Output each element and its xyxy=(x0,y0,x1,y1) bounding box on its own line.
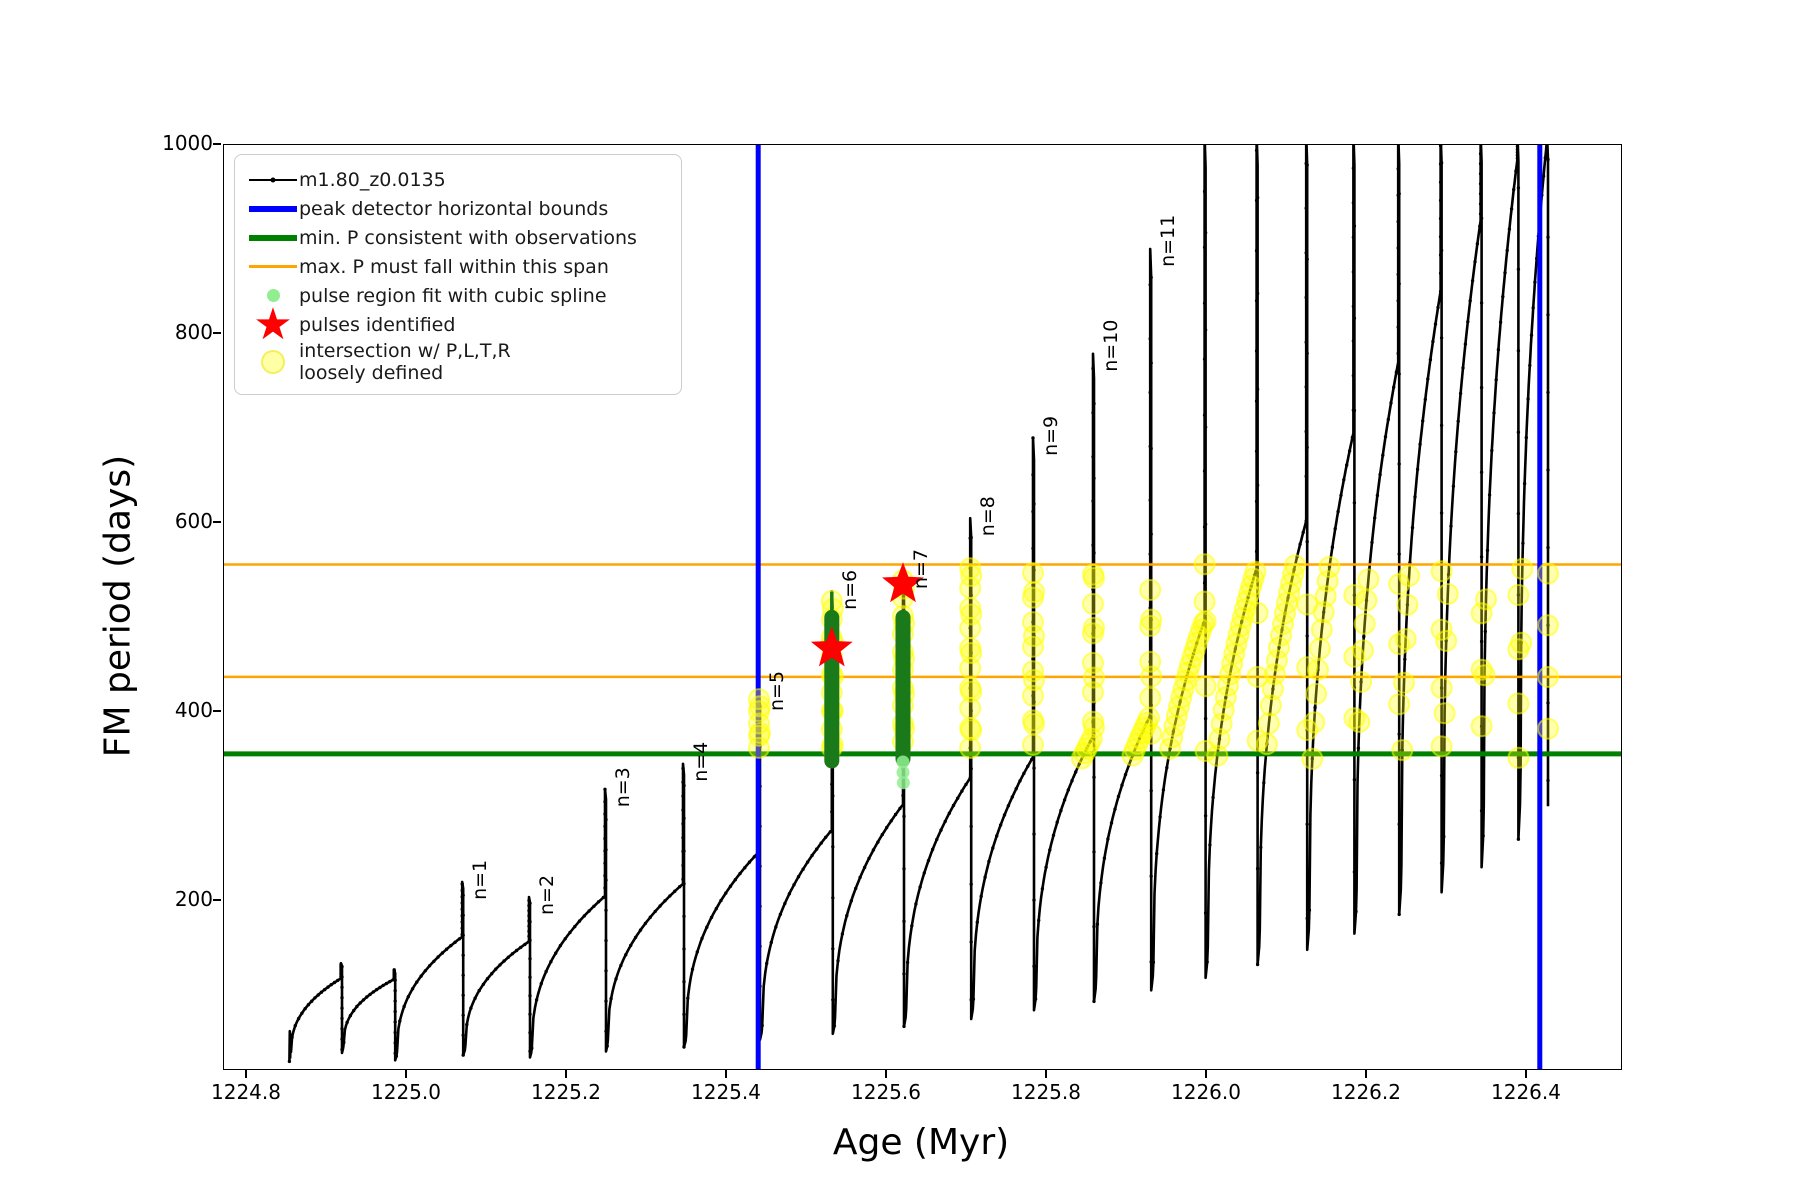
annotation-n=7: n=7 xyxy=(910,549,932,589)
y-tick-label: 400 xyxy=(174,697,213,722)
x-tick-label: 1225.0 xyxy=(371,1080,441,1104)
y-tick-label: 600 xyxy=(174,508,213,533)
legend-label: peak detector horizontal bounds xyxy=(299,197,609,220)
annotation-n=11: n=11 xyxy=(1157,215,1179,267)
annotation-n=6: n=6 xyxy=(839,570,861,610)
annotation-n=9: n=9 xyxy=(1040,416,1062,456)
x-tick-label: 1226.2 xyxy=(1331,1080,1401,1104)
x-tick-mark xyxy=(1365,1070,1367,1078)
annotation-n=5: n=5 xyxy=(766,671,788,711)
y-tick-mark xyxy=(213,710,221,712)
legend-entry-pulses: ★ pulses identified xyxy=(247,299,667,350)
x-tick-label: 1226.4 xyxy=(1491,1080,1561,1104)
chart-canvas: n=1 n=2 n=3 n=4 n=5 n=6 n=7 n=8 n=9 n=10 n=11 xyxy=(224,145,1621,1069)
spline-fit-dots xyxy=(896,755,910,790)
x-tick-mark xyxy=(725,1070,727,1078)
legend-entry-max-p: max. P must fall within this span xyxy=(247,252,667,281)
x-tick-mark xyxy=(245,1070,247,1078)
annotation-n=8: n=8 xyxy=(977,496,999,536)
x-tick-label: 1225.2 xyxy=(531,1080,601,1104)
pulse-identified-stars xyxy=(810,562,924,667)
legend-entry-intersection: intersection w/ P,L,T,R loosely defined xyxy=(247,340,667,384)
x-tick-label: 1224.8 xyxy=(211,1080,281,1104)
x-tick-mark xyxy=(1045,1070,1047,1078)
x-tick-mark xyxy=(565,1070,567,1078)
y-tick-mark xyxy=(213,899,221,901)
x-tick-mark xyxy=(885,1070,887,1078)
y-tick-label: 200 xyxy=(174,886,213,911)
yellow-dot-icon xyxy=(247,350,299,374)
legend: m1.80_z0.0135 peak detector horizontal b… xyxy=(234,154,682,395)
legend-label: pulses identified xyxy=(299,314,456,336)
legend-entry-spline: pulse region fit with cubic spline xyxy=(247,281,667,310)
annotation-n=1: n=1 xyxy=(469,860,491,900)
x-tick-mark xyxy=(405,1070,407,1078)
orange-line-icon xyxy=(247,265,299,268)
x-tick-mark xyxy=(1525,1070,1527,1078)
legend-label: m1.80_z0.0135 xyxy=(299,168,446,191)
series-line-icon xyxy=(247,177,299,182)
red-star-icon: ★ xyxy=(253,299,293,350)
y-tick-label: 800 xyxy=(174,319,213,344)
y-tick-mark xyxy=(213,332,221,334)
intersection-markers xyxy=(748,553,1559,770)
pulse-number-annotations: n=1 n=2 n=3 n=4 n=5 n=6 n=7 n=8 n=9 n=10 n=11 xyxy=(469,215,1179,915)
legend-label: max. P must fall within this span xyxy=(299,255,609,278)
green-dot-icon xyxy=(247,289,299,302)
legend-label: pulse region fit with cubic spline xyxy=(299,284,607,307)
y-tick-mark xyxy=(213,521,221,523)
annotation-n=3: n=3 xyxy=(612,767,634,807)
x-tick-label: 1225.6 xyxy=(851,1080,921,1104)
y-tick-mark xyxy=(213,143,221,145)
legend-label: intersection w/ P,L,T,R loosely defined xyxy=(299,340,511,384)
green-line-icon xyxy=(247,234,299,241)
series-marker-dot xyxy=(270,177,276,182)
x-tick-label: 1226.0 xyxy=(1171,1080,1241,1104)
x-axis-label: Age (Myr) xyxy=(832,1122,1010,1163)
x-tick-label: 1225.4 xyxy=(691,1080,761,1104)
y-tick-label: 1000 xyxy=(162,131,213,155)
legend-entry-series: m1.80_z0.0135 xyxy=(247,165,667,194)
plot-area: n=1 n=2 n=3 n=4 n=5 n=6 n=7 n=8 n=9 n=10 n=11 xyxy=(223,144,1622,1070)
annotation-n=10: n=10 xyxy=(1100,320,1122,372)
legend-entry-peak-bounds: peak detector horizontal bounds xyxy=(247,194,667,223)
annotation-n=4: n=4 xyxy=(690,742,712,782)
series-point-markers xyxy=(287,145,1550,1064)
x-tick-mark xyxy=(1205,1070,1207,1078)
legend-entry-min-p: min. P consistent with observations xyxy=(247,223,667,252)
legend-label: min. P consistent with observations xyxy=(299,226,637,249)
annotation-n=2: n=2 xyxy=(536,875,558,915)
blue-line-icon xyxy=(247,205,299,212)
x-tick-label: 1225.8 xyxy=(1011,1080,1081,1104)
